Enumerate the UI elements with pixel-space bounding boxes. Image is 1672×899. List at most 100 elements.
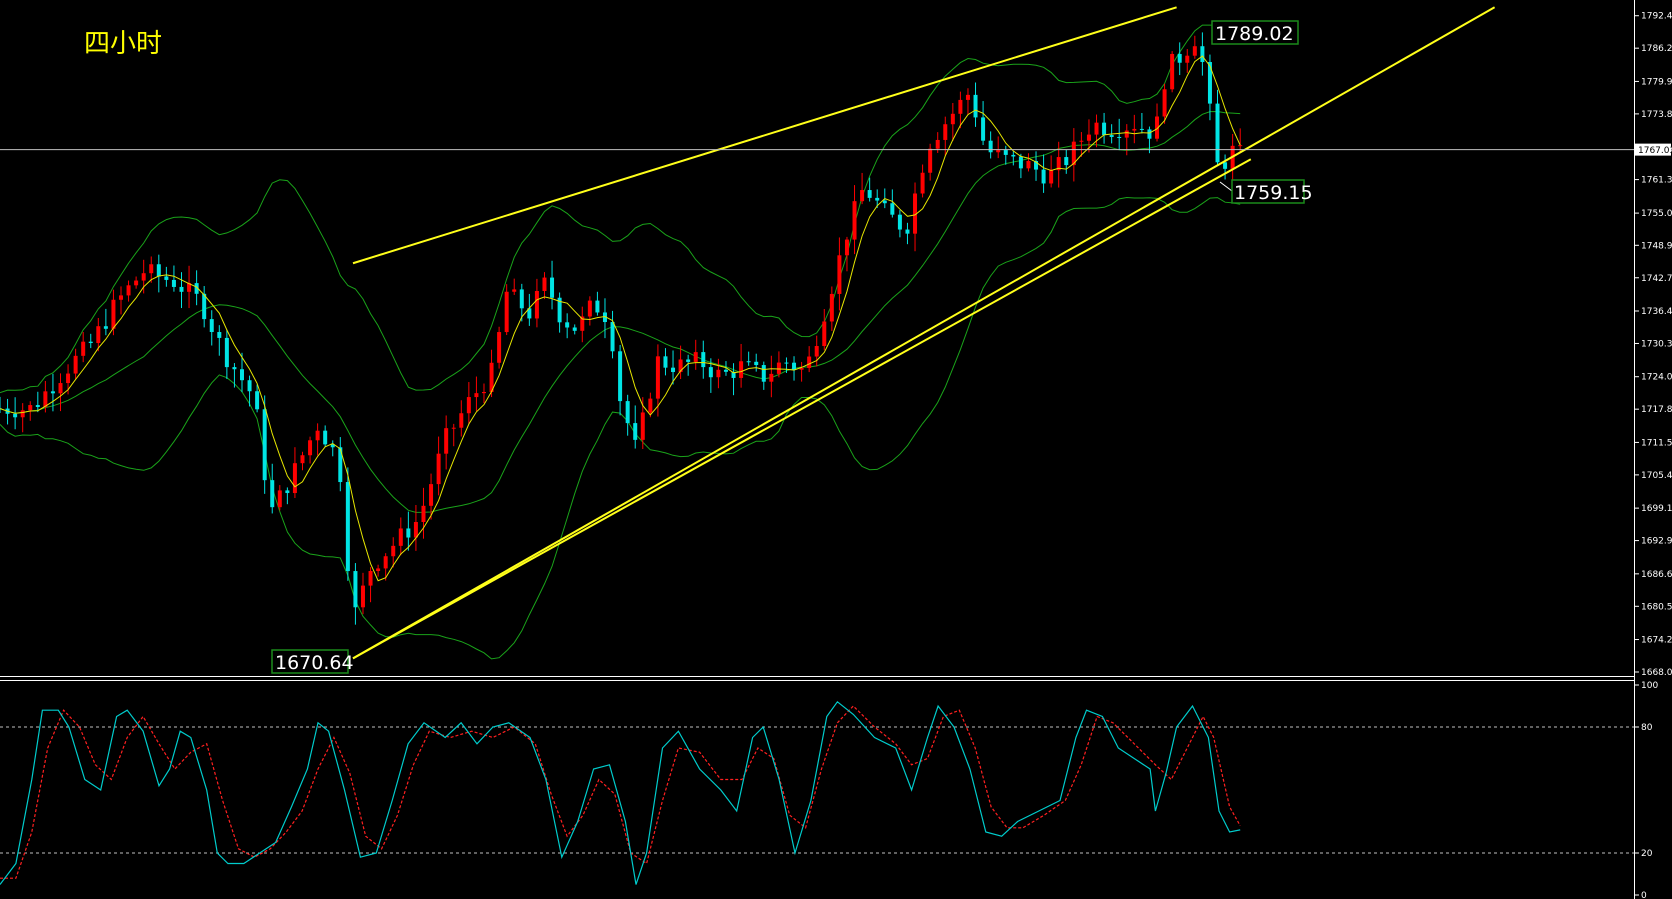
stochastic-levels xyxy=(0,726,1634,854)
candle-down xyxy=(270,480,275,508)
candle-down xyxy=(731,371,736,378)
candle-up xyxy=(111,299,116,329)
price-tick-label: 1779.95 xyxy=(1641,77,1672,87)
candle-up xyxy=(1170,53,1175,90)
candle-down xyxy=(103,326,108,329)
price-tick-label: 1692.95 xyxy=(1641,537,1672,547)
moving-average xyxy=(0,55,1241,582)
candle-down xyxy=(610,322,615,352)
candle-up xyxy=(534,291,539,319)
trend-channel xyxy=(352,6,1496,660)
candle-up xyxy=(814,346,819,357)
candle-up xyxy=(640,412,645,440)
candle-up xyxy=(580,316,585,331)
candle-up xyxy=(958,99,963,114)
candle-down xyxy=(345,482,350,572)
candle-up xyxy=(28,405,33,411)
candle-down xyxy=(671,367,676,373)
candle-up xyxy=(466,397,471,414)
candle-down xyxy=(708,367,713,378)
candle-down xyxy=(1200,46,1205,63)
price-tick-label: 1742.75 xyxy=(1641,274,1672,284)
candle-down xyxy=(1064,157,1069,166)
price-tick-label: 1792.40 xyxy=(1641,12,1672,22)
candle-down xyxy=(867,190,872,198)
candle-up xyxy=(512,289,517,292)
candle-up xyxy=(20,410,25,418)
candle-up xyxy=(860,190,865,202)
price-tick-label: 1680.50 xyxy=(1641,602,1672,612)
candle-up xyxy=(413,522,418,538)
candle-up xyxy=(126,285,131,296)
candle-up xyxy=(844,239,849,256)
candle-down xyxy=(255,391,260,410)
candle-up xyxy=(277,490,282,508)
candle-up xyxy=(421,505,426,523)
candle-up xyxy=(149,264,154,274)
candle-down xyxy=(232,367,237,370)
candle-up xyxy=(187,283,192,292)
stochastic-axis: 100 80 20 0 xyxy=(1634,681,1658,899)
candle-up xyxy=(693,352,698,362)
candle-down xyxy=(988,140,993,153)
candle-up xyxy=(1071,141,1076,166)
candle-down xyxy=(179,286,184,292)
candle-up xyxy=(300,455,305,464)
candle-up xyxy=(1056,157,1061,171)
candle-up xyxy=(474,393,479,398)
price-tick-label: 1674.20 xyxy=(1641,636,1672,646)
candle-up xyxy=(383,556,388,569)
current-price-tag: 1767.03 xyxy=(1635,143,1672,156)
candle-up xyxy=(376,568,381,572)
candle-up xyxy=(1192,46,1197,56)
candle-up xyxy=(308,440,313,456)
candle-up xyxy=(1086,134,1091,141)
candle-up xyxy=(429,484,434,506)
candle-down xyxy=(285,490,290,494)
candle-up xyxy=(655,356,660,399)
price-tick-label: 1705.40 xyxy=(1641,471,1672,481)
chart-title: 四小时 xyxy=(84,29,162,59)
candle-down xyxy=(792,362,797,370)
candle-down xyxy=(663,356,668,368)
candle-up xyxy=(542,277,547,292)
candle-up xyxy=(1079,140,1084,142)
candle-down xyxy=(1003,150,1008,155)
candle-down xyxy=(761,365,766,382)
candle-up xyxy=(852,201,857,240)
candle-down xyxy=(973,94,978,118)
recent-low-annotation: 1759.15 xyxy=(1219,179,1313,204)
candle-up xyxy=(481,392,486,394)
candle-up xyxy=(1155,116,1160,139)
candle-up xyxy=(943,124,948,140)
price-tick-label: 1730.30 xyxy=(1641,339,1672,349)
candle-up xyxy=(451,427,456,429)
price-tick-label: 1755.00 xyxy=(1641,209,1672,219)
price-tick-label: 1717.85 xyxy=(1641,405,1672,415)
candle-up xyxy=(1238,145,1243,147)
price-tick-label: 1761.35 xyxy=(1641,176,1672,186)
price-tick-label: 1699.10 xyxy=(1641,504,1672,514)
candle-up xyxy=(360,585,365,608)
bollinger-middle xyxy=(0,110,1241,513)
candle-down xyxy=(746,361,751,363)
candle-down xyxy=(557,297,562,323)
high-annotation-text: 1789.02 xyxy=(1215,23,1294,45)
candle-up xyxy=(996,150,1001,153)
ma-line xyxy=(0,55,1241,582)
candle-down xyxy=(247,380,252,392)
candle-up xyxy=(935,139,940,149)
candle-up xyxy=(648,398,653,413)
candle-up xyxy=(1094,122,1099,135)
candle-up xyxy=(678,359,683,373)
candle-down xyxy=(338,447,343,483)
candle-up xyxy=(829,293,834,322)
candle-down xyxy=(1102,122,1107,136)
candle-down xyxy=(701,352,706,368)
candle-up xyxy=(837,255,842,294)
candle-down xyxy=(1041,169,1046,184)
candle-up xyxy=(716,369,721,378)
candle-down xyxy=(550,277,555,298)
candle-up xyxy=(950,113,955,125)
stoch-tick-label: 80 xyxy=(1641,723,1653,733)
